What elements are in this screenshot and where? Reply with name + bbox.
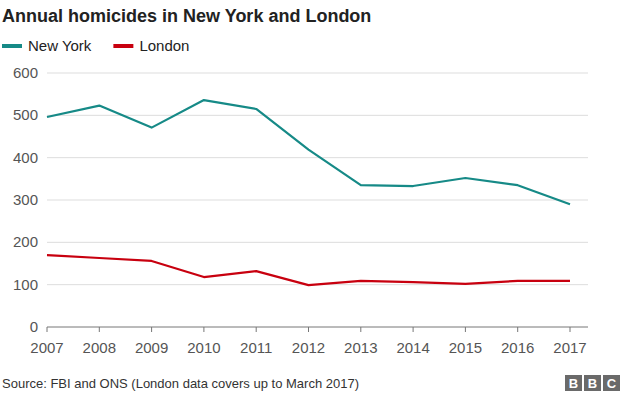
grid-line	[47, 200, 588, 201]
grid-line	[47, 242, 588, 243]
x-tick	[570, 327, 571, 332]
x-tick-label: 2007	[30, 339, 63, 356]
x-tick	[465, 327, 466, 332]
baseline	[47, 327, 588, 328]
y-tick-label: 600	[13, 64, 38, 81]
chart: Annual homicides in New York and London N…	[0, 0, 624, 395]
credit-block	[603, 375, 620, 391]
x-tick	[360, 327, 361, 332]
x-tick-label: 2016	[501, 339, 534, 356]
x-tick	[151, 327, 152, 332]
x-tick	[256, 327, 257, 332]
x-tick-label: 2017	[553, 339, 586, 356]
y-tick-label: 100	[13, 276, 38, 293]
y-tick-label: 0	[30, 318, 38, 335]
x-tick-label: 2011	[240, 339, 272, 356]
legend-item: New York	[2, 37, 92, 54]
series-line	[47, 255, 570, 285]
x-tick-label: 2010	[187, 339, 220, 356]
y-tick-label: 400	[13, 149, 38, 166]
x-tick	[517, 327, 518, 332]
source: Source: FBI and ONS (London data covers …	[2, 376, 359, 391]
credit: BBC	[565, 375, 620, 391]
x-tick	[413, 327, 414, 332]
y-tick-label: 200	[13, 233, 38, 250]
x-tick-label: 2012	[292, 339, 325, 356]
credit-block	[565, 375, 582, 391]
credit-block	[584, 375, 601, 391]
grid-line	[47, 157, 588, 158]
x-tick-label: 2008	[83, 339, 116, 356]
x-tick-label: 2014	[396, 339, 429, 356]
y-axis	[47, 73, 48, 327]
x-tick-label: 2013	[344, 339, 377, 356]
legend-label: London	[139, 37, 189, 54]
credit-letter: B	[569, 376, 578, 391]
legend-swatch	[113, 44, 133, 48]
y-tick-label: 500	[13, 106, 38, 123]
x-tick	[99, 327, 100, 332]
credit-letter: C	[607, 376, 617, 391]
x-tick-label: 2015	[449, 339, 482, 356]
plot-area	[47, 100, 570, 285]
series-line	[47, 100, 570, 204]
x-tick	[308, 327, 309, 332]
grid-line	[47, 73, 588, 74]
legend-item: London	[113, 37, 189, 54]
x-tick	[47, 327, 48, 332]
x-tick	[203, 327, 204, 332]
grid-line	[47, 115, 588, 116]
legend-swatch	[2, 44, 22, 48]
y-tick-label: 300	[13, 191, 38, 208]
credit-letter: B	[588, 376, 597, 391]
legend-label: New York	[28, 37, 92, 54]
title: Annual homicides in New York and London	[2, 6, 371, 26]
x-tick-label: 2009	[135, 339, 168, 356]
